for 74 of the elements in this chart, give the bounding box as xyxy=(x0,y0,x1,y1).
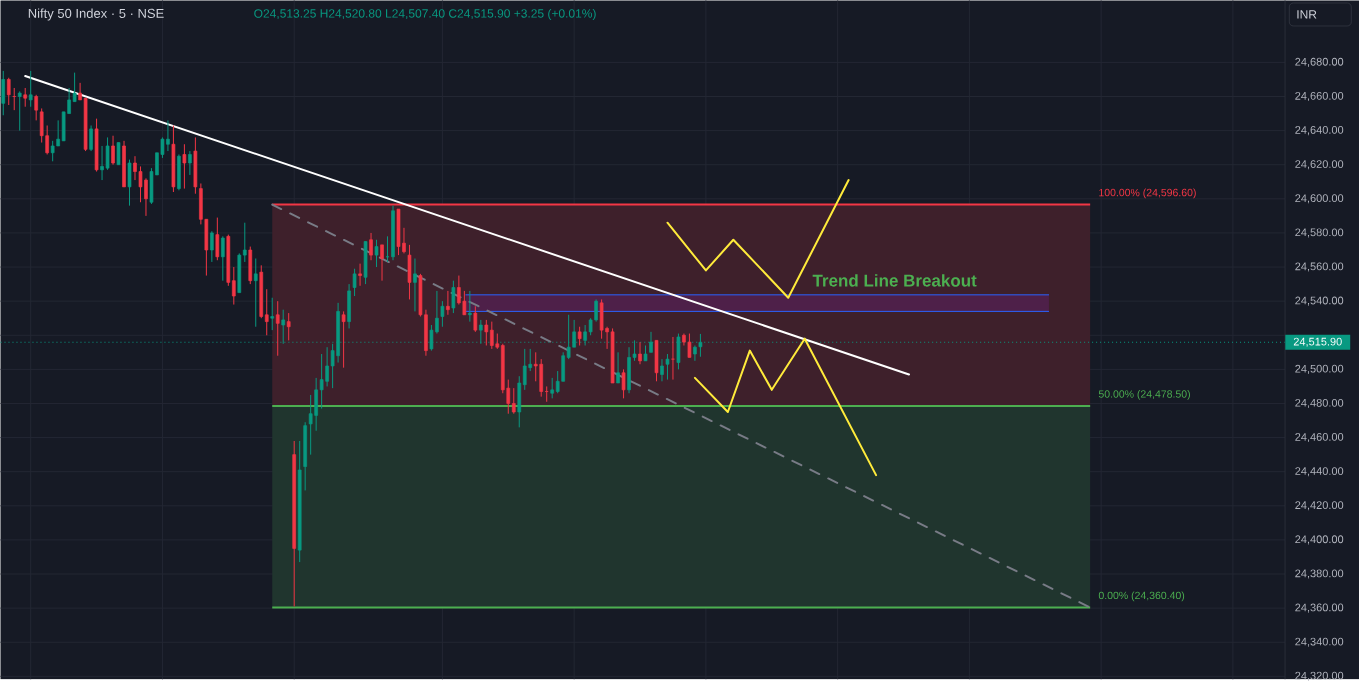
candlestick xyxy=(182,143,187,189)
candlestick xyxy=(253,257,258,328)
text: INR xyxy=(1297,10,1317,19)
y-tick-label: 24,560.00 xyxy=(1295,262,1344,272)
y-tick-label: 24,600.00 xyxy=(1295,194,1344,204)
candlestick xyxy=(484,319,489,346)
candlestick xyxy=(242,222,247,263)
candlestick xyxy=(221,235,225,281)
y-tick-label: 24,460.00 xyxy=(1295,432,1344,442)
y-tick-label: 24,380.00 xyxy=(1295,569,1344,579)
y-tick-label: 24,340.00 xyxy=(1295,637,1344,647)
candlestick xyxy=(1,70,6,116)
ref-line-label: 0.00% (24,360.40) xyxy=(1098,591,1185,601)
candlestick xyxy=(6,77,11,106)
y-tick-label: 24,480.00 xyxy=(1295,398,1344,408)
annotation: Trend Line Breakout xyxy=(812,273,977,287)
y-tick-label: 24,440.00 xyxy=(1295,466,1344,477)
candlestick xyxy=(89,124,93,152)
candlestick xyxy=(577,326,582,346)
candlestick xyxy=(286,312,291,341)
y-tick-label: 24,400.00 xyxy=(1295,535,1344,545)
y-tick-label: 24,660.00 xyxy=(1295,91,1344,101)
y-tick-label: 24,500.00 xyxy=(1295,364,1344,374)
candlestick xyxy=(479,319,483,345)
candlestick xyxy=(440,300,445,328)
text: Nifty 50 Index · 5 · NSE xyxy=(28,8,164,21)
candlestick xyxy=(17,90,22,131)
candlestick xyxy=(116,141,121,166)
candlestick xyxy=(649,331,653,353)
y-tick-label: 24,620.00 xyxy=(1295,159,1344,170)
ref-line-label: 100.00% (24,596.60) xyxy=(1099,188,1196,199)
candlestick xyxy=(616,351,620,384)
candlestick xyxy=(693,344,697,362)
candlestick xyxy=(621,368,626,399)
y-tick-label: 24,360.00 xyxy=(1295,603,1344,613)
candlestick xyxy=(352,268,357,297)
candlestick xyxy=(468,290,472,322)
candlestick xyxy=(34,94,39,121)
candlestick xyxy=(215,216,220,261)
candlestick xyxy=(671,336,675,380)
ref-line-label: 24,515.90 xyxy=(1293,337,1342,347)
candlestick xyxy=(511,387,516,415)
candlestick xyxy=(341,310,346,368)
candlestick xyxy=(111,135,115,166)
candlestick xyxy=(446,290,450,316)
candlestick xyxy=(28,70,33,108)
candlestick xyxy=(231,266,236,305)
candlestick xyxy=(665,353,670,380)
candlestick xyxy=(264,288,269,336)
candlestick xyxy=(380,244,384,281)
y-tick-label: 24,680.00 xyxy=(1295,57,1344,67)
candlestick xyxy=(374,239,379,268)
text: O24,513.25 H24,520.80 L24,507.40 C24,515.90 +3.25 (+0.01%) xyxy=(254,8,596,20)
candlestick xyxy=(275,300,280,357)
candlestick xyxy=(23,87,28,108)
candlestick xyxy=(188,150,192,176)
candlestick xyxy=(270,297,275,331)
candlestick xyxy=(451,280,456,314)
candlestick xyxy=(660,358,664,382)
y-tick-label: 24,640.00 xyxy=(1295,125,1344,135)
candlestick xyxy=(210,230,214,263)
candlestick xyxy=(638,341,642,365)
y-tick-label: 24,580.00 xyxy=(1295,228,1344,238)
candlestick xyxy=(358,262,362,287)
candlestick xyxy=(473,305,478,333)
y-tick-label: 24,540.00 xyxy=(1295,296,1344,306)
y-tick-label: 24,320.00 xyxy=(1295,671,1344,681)
y-tick-label: 24,420.00 xyxy=(1295,501,1344,511)
candlestick xyxy=(550,377,555,399)
candlestick xyxy=(127,158,132,206)
ref-line-label: 50.00% (24,478.50) xyxy=(1098,389,1190,400)
candlestick xyxy=(369,232,373,261)
line-series xyxy=(693,337,878,476)
candlestick xyxy=(413,257,417,312)
